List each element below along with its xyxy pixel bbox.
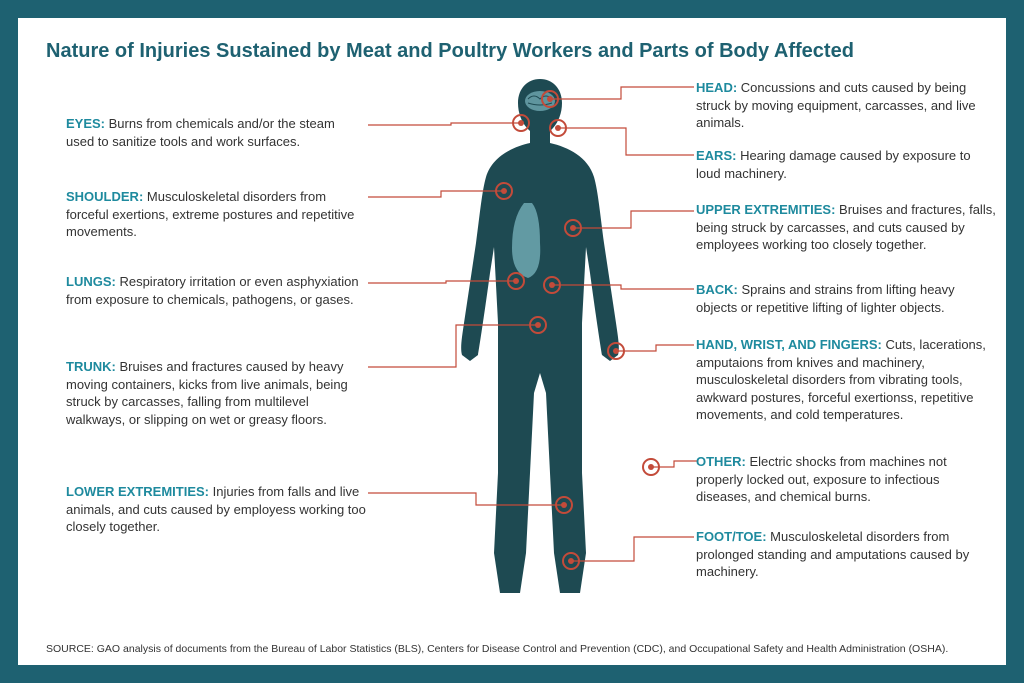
label-right-3: BACK: Sprains and strains from lifting h… bbox=[696, 281, 996, 316]
label-left-4: LOWER EXTREMITIES: Injuries from falls a… bbox=[66, 483, 366, 536]
page-title: Nature of Injuries Sustained by Meat and… bbox=[46, 40, 978, 63]
label-part: EYES: bbox=[66, 116, 105, 131]
target-marker-icon bbox=[543, 276, 561, 294]
target-marker-icon bbox=[564, 219, 582, 237]
label-part: BACK: bbox=[696, 282, 738, 297]
label-part: OTHER: bbox=[696, 454, 746, 469]
diagram-stage: EYES: Burns from chemicals and/or the st… bbox=[46, 73, 978, 633]
label-left-0: EYES: Burns from chemicals and/or the st… bbox=[66, 115, 366, 150]
label-right-2: UPPER EXTREMITIES: Bruises and fractures… bbox=[696, 201, 996, 254]
label-part: TRUNK: bbox=[66, 359, 116, 374]
target-marker-icon bbox=[642, 458, 660, 476]
label-right-0: HEAD: Concussions and cuts caused by bei… bbox=[696, 79, 996, 132]
infographic-canvas: Nature of Injuries Sustained by Meat and… bbox=[18, 18, 1006, 665]
label-part: HAND, WRIST, AND FINGERS: bbox=[696, 337, 882, 352]
target-marker-icon bbox=[607, 342, 625, 360]
label-part: EARS: bbox=[696, 148, 736, 163]
target-marker-icon bbox=[555, 496, 573, 514]
target-marker-icon bbox=[541, 90, 559, 108]
label-part: FOOT/TOE: bbox=[696, 529, 767, 544]
target-marker-icon bbox=[529, 316, 547, 334]
source-text: SOURCE: GAO analysis of documents from t… bbox=[46, 643, 978, 655]
label-part: HEAD: bbox=[696, 80, 737, 95]
label-right-1: EARS: Hearing damage caused by exposure … bbox=[696, 147, 996, 182]
target-marker-icon bbox=[562, 552, 580, 570]
label-right-5: OTHER: Electric shocks from machines not… bbox=[696, 453, 996, 506]
label-left-1: SHOULDER: Musculoskeletal disorders from… bbox=[66, 188, 366, 241]
label-left-2: LUNGS: Respiratory irritation or even as… bbox=[66, 273, 366, 308]
label-text: Burns from chemicals and/or the steam us… bbox=[66, 116, 335, 149]
label-part: LOWER EXTREMITIES: bbox=[66, 484, 209, 499]
label-part: UPPER EXTREMITIES: bbox=[696, 202, 835, 217]
target-marker-icon bbox=[549, 119, 567, 137]
label-right-6: FOOT/TOE: Musculoskeletal disorders from… bbox=[696, 528, 996, 581]
label-part: LUNGS: bbox=[66, 274, 116, 289]
target-marker-icon bbox=[512, 114, 530, 132]
target-marker-icon bbox=[495, 182, 513, 200]
target-marker-icon bbox=[507, 272, 525, 290]
label-part: SHOULDER: bbox=[66, 189, 143, 204]
label-right-4: HAND, WRIST, AND FINGERS: Cuts, lacerati… bbox=[696, 336, 996, 424]
label-text: Concussions and cuts caused by being str… bbox=[696, 80, 976, 130]
label-text: Hearing damage caused by exposure to lou… bbox=[696, 148, 971, 181]
label-left-3: TRUNK: Bruises and fractures caused by h… bbox=[66, 358, 366, 428]
